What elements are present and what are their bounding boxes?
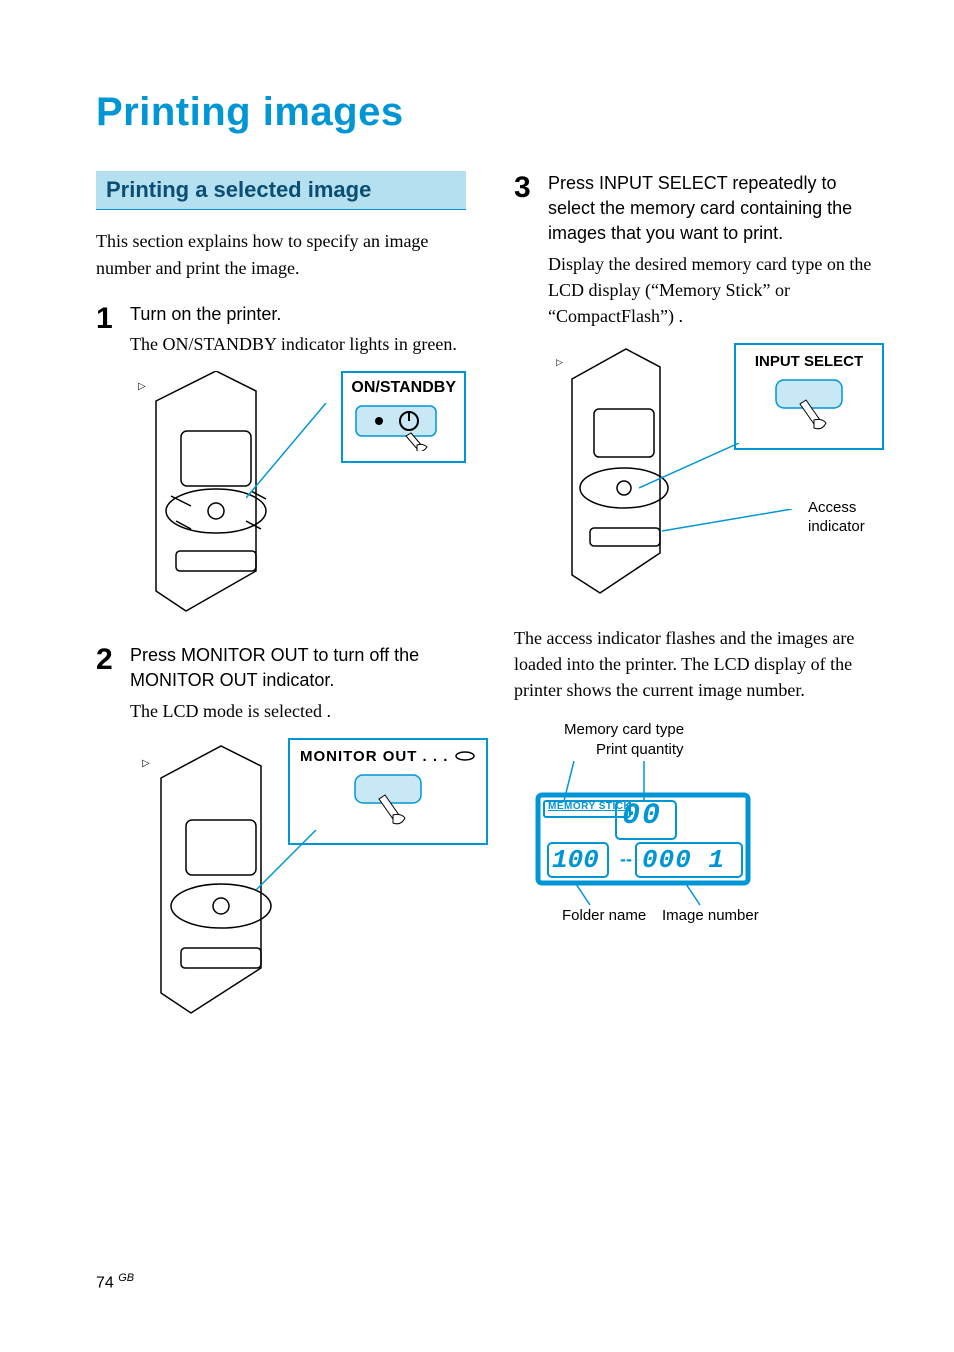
page-region: GB	[118, 1272, 134, 1284]
figure-step-3: ▷ INPUT SELECT	[544, 343, 884, 603]
svg-text:▷: ▷	[556, 357, 563, 367]
leader-line-icon	[256, 830, 356, 900]
right-column: 3 Press INPUT SELECT repeatedly to selec…	[514, 171, 884, 1050]
figure-step-1: ▷ ON/STANDBY	[126, 371, 456, 621]
figure-lcd: Memory card type Print quantity --	[534, 721, 834, 931]
step-1: 1 Turn on the printer. The ON/STANDBY in…	[96, 302, 466, 357]
lcd-bottom-left: 100	[552, 845, 599, 875]
callout-on-standby: ON/STANDBY	[341, 371, 466, 463]
step-3-after-desc: The access indicator flashes and the ima…	[514, 625, 884, 703]
lcd-bottom-right: 000 1	[642, 845, 725, 875]
leader-line-icon	[662, 509, 792, 539]
step-3: 3 Press INPUT SELECT repeatedly to selec…	[514, 171, 884, 329]
step-2-desc: The LCD mode is selected .	[130, 698, 466, 724]
lcd-label-print-quantity: Print quantity	[596, 741, 684, 758]
callout-label: ON/STANDBY	[351, 379, 456, 397]
leader-line-icon	[639, 443, 749, 493]
figure-step-2: ▷ MONITOR OUT . . .	[126, 738, 466, 1028]
leader-line-icon	[246, 403, 346, 503]
step-number: 3	[514, 171, 548, 329]
step-1-title: Turn on the printer.	[130, 302, 466, 327]
on-standby-button-icon	[351, 401, 441, 451]
page-title: Printing images	[96, 90, 882, 135]
step-3-title: Press INPUT SELECT repeatedly to select …	[548, 171, 884, 247]
svg-text:▷: ▷	[138, 381, 146, 392]
step-number: 1	[96, 302, 130, 357]
page-number: 74	[96, 1274, 114, 1291]
svg-text:--: --	[620, 849, 632, 869]
lcd-memory-stick-badge: MEMORY STICK	[548, 801, 631, 812]
callout-label: MONITOR OUT . . .	[300, 748, 448, 765]
svg-text:▷: ▷	[142, 758, 150, 769]
callout-label: INPUT SELECT	[746, 353, 872, 370]
step-2-title: Press MONITOR OUT to turn off the MONITO…	[130, 643, 466, 693]
monitor-out-button-icon	[343, 771, 433, 833]
lcd-label-memory-card-type: Memory card type	[564, 721, 684, 738]
step-1-desc: The ON/STANDBY indicator lights in green…	[130, 331, 466, 357]
callout-monitor-out: MONITOR OUT . . .	[288, 738, 488, 845]
lcd-label-image-number: Image number	[662, 907, 759, 924]
step-2: 2 Press MONITOR OUT to turn off the MONI…	[96, 643, 466, 723]
page-footer: 74 GB	[96, 1272, 134, 1292]
callout-input-select: INPUT SELECT	[734, 343, 884, 450]
lcd-display-icon: --	[534, 761, 794, 911]
step-number: 2	[96, 643, 130, 723]
intro-text: This section explains how to specify an …	[96, 228, 466, 282]
indicator-oval-icon	[454, 751, 476, 761]
left-column: Printing a selected image This section e…	[96, 171, 466, 1050]
lcd-label-folder-name: Folder name	[562, 907, 646, 924]
access-indicator-label: Access indicator	[808, 498, 888, 537]
lcd-top-digits: 00	[622, 799, 662, 833]
section-subheading: Printing a selected image	[96, 171, 466, 210]
input-select-button-icon	[764, 376, 854, 438]
step-3-desc: Display the desired memory card type on …	[548, 251, 884, 329]
